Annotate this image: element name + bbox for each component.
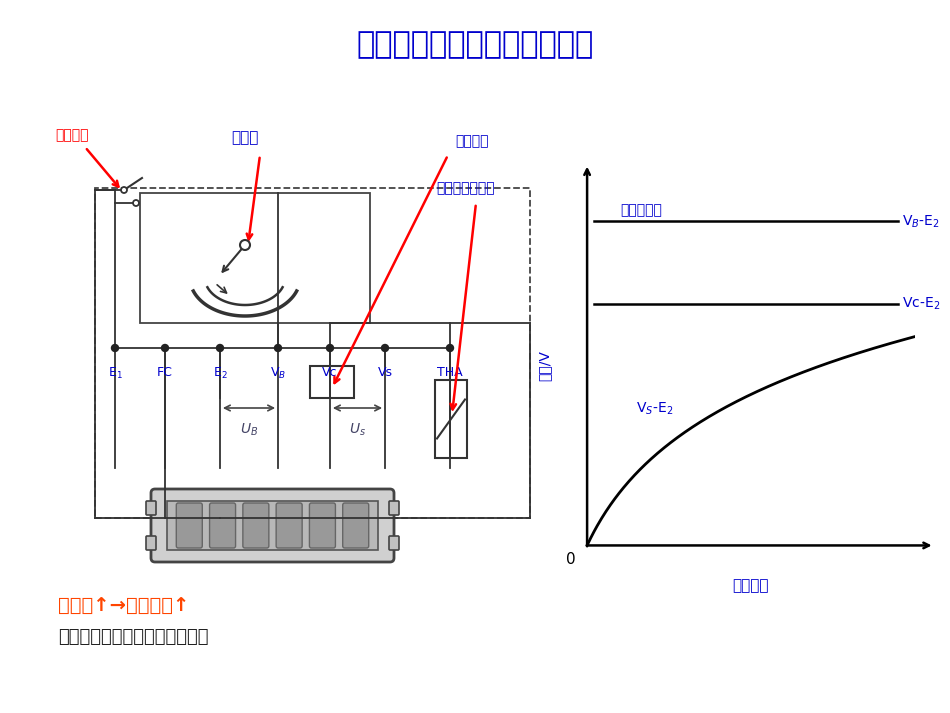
Circle shape	[382, 344, 389, 352]
FancyBboxPatch shape	[146, 536, 156, 550]
Text: 进气量↑→电压信号↑: 进气量↑→电压信号↑	[58, 595, 189, 615]
Circle shape	[133, 200, 139, 206]
FancyBboxPatch shape	[389, 536, 399, 550]
Text: 附加电阻: 附加电阻	[455, 134, 488, 148]
Circle shape	[111, 344, 119, 352]
FancyBboxPatch shape	[389, 501, 399, 515]
Circle shape	[240, 240, 250, 250]
Text: V$_B$: V$_B$	[270, 366, 286, 381]
FancyBboxPatch shape	[146, 501, 156, 515]
Text: E$_1$: E$_1$	[107, 366, 123, 381]
Text: 0: 0	[566, 553, 576, 568]
Circle shape	[217, 344, 223, 352]
Text: 油泵开关: 油泵开关	[55, 128, 88, 142]
Text: $U_B$: $U_B$	[240, 422, 258, 438]
FancyBboxPatch shape	[310, 503, 335, 548]
Text: FC: FC	[157, 366, 173, 379]
Bar	[140, 193, 370, 323]
Text: E$_2$: E$_2$	[213, 366, 227, 381]
Circle shape	[275, 344, 281, 352]
Text: V$_S$-E$_2$: V$_S$-E$_2$	[636, 400, 674, 416]
Circle shape	[327, 344, 333, 352]
Text: 进气温度传感器: 进气温度传感器	[437, 181, 495, 195]
FancyBboxPatch shape	[177, 503, 202, 548]
Circle shape	[162, 344, 168, 352]
Text: 叶片式空气流量计：内部电路: 叶片式空气流量计：内部电路	[356, 31, 594, 59]
Text: 个别车型也有电压信号降低的。: 个别车型也有电压信号降低的。	[58, 628, 208, 646]
Circle shape	[446, 344, 453, 352]
FancyBboxPatch shape	[276, 503, 302, 548]
FancyBboxPatch shape	[343, 503, 369, 548]
Text: 蓄电池电压: 蓄电池电压	[619, 203, 662, 217]
Text: THA: THA	[437, 366, 463, 379]
Text: 电压/V: 电压/V	[538, 350, 552, 381]
Bar	[310, 366, 354, 398]
Text: Vc: Vc	[322, 366, 338, 379]
FancyBboxPatch shape	[243, 503, 269, 548]
Text: V$_B$-E$_2$: V$_B$-E$_2$	[902, 213, 940, 230]
Bar	[167, 501, 378, 550]
Text: $U_s$: $U_s$	[349, 422, 366, 438]
Bar	[435, 380, 467, 458]
FancyBboxPatch shape	[151, 489, 394, 562]
Text: 电位计: 电位计	[231, 130, 258, 145]
Text: 叶片打开: 叶片打开	[732, 578, 770, 593]
Text: Vc-E$_2$: Vc-E$_2$	[902, 296, 940, 312]
Circle shape	[121, 187, 127, 193]
Text: Vs: Vs	[377, 366, 392, 379]
FancyBboxPatch shape	[210, 503, 236, 548]
